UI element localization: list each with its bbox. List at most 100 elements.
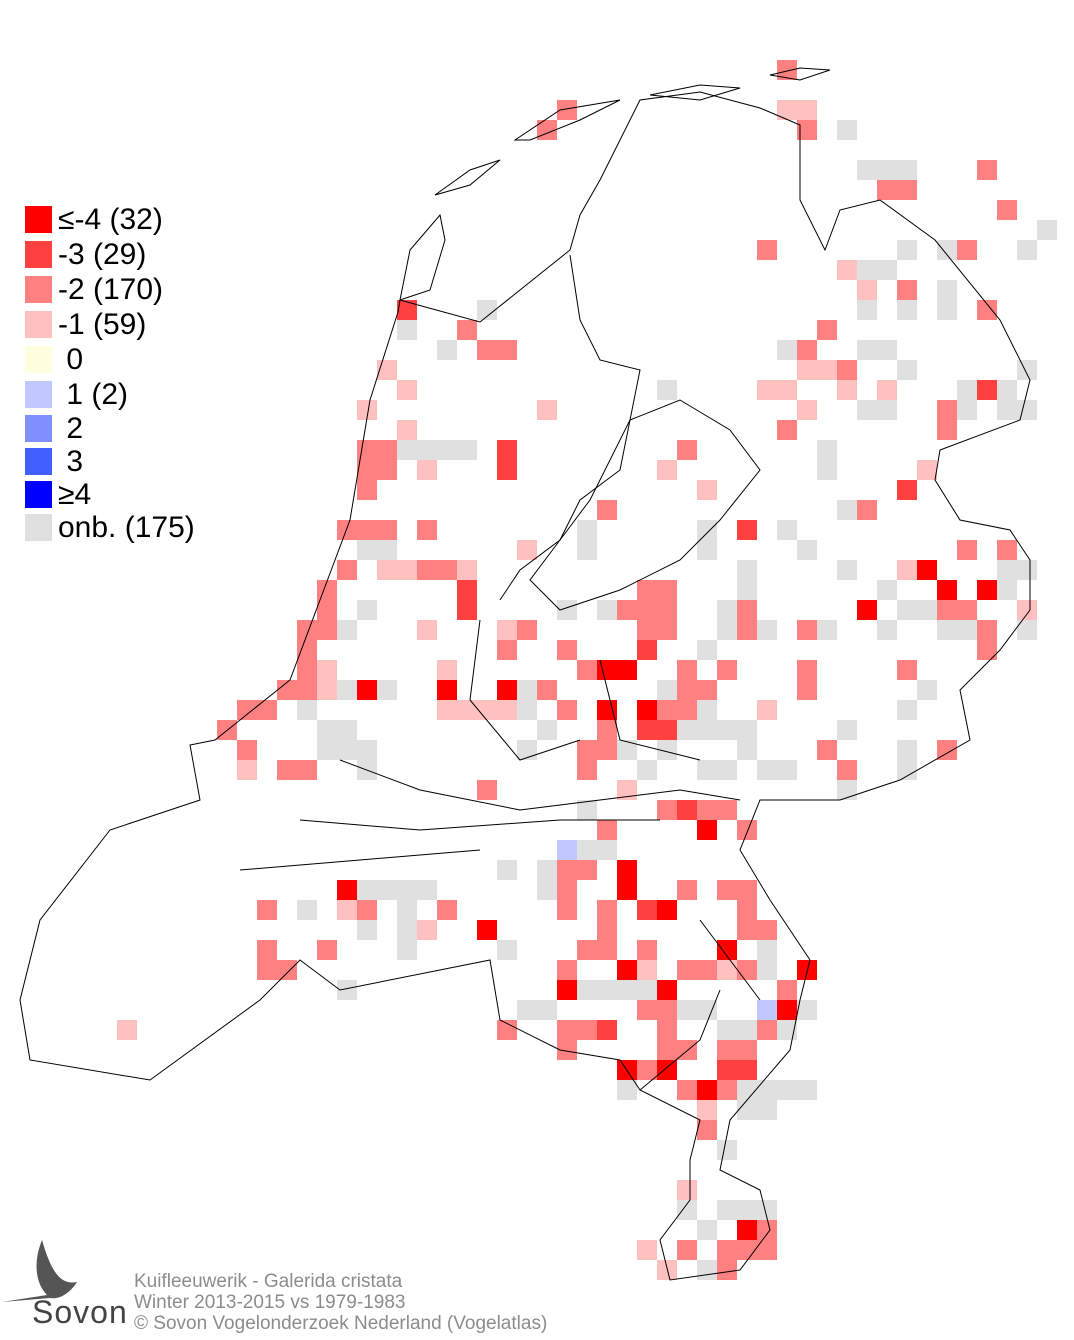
grid-cell xyxy=(977,300,997,320)
grid-cell xyxy=(777,420,797,440)
grid-cell xyxy=(577,520,597,540)
grid-cell xyxy=(517,700,537,720)
grid-cell xyxy=(837,380,857,400)
grid-cell xyxy=(757,960,777,980)
grid-cell xyxy=(777,760,797,780)
grid-cell xyxy=(717,1240,737,1260)
legend-swatch xyxy=(25,481,52,508)
grid-cell xyxy=(1017,620,1037,640)
grid-cell xyxy=(897,360,917,380)
grid-cell xyxy=(857,600,877,620)
grid-cell xyxy=(497,340,517,360)
flevoland-outline xyxy=(529,399,761,611)
grid-cell xyxy=(957,620,977,640)
grid-cell xyxy=(477,340,497,360)
grid-cell xyxy=(857,260,877,280)
grid-cell xyxy=(397,420,417,440)
grid-cell xyxy=(557,840,577,860)
grid-cell xyxy=(397,440,417,460)
legend-item-ge4: ≥4 xyxy=(25,478,195,511)
coastline-borders xyxy=(19,67,1031,1281)
map-caption: Kuifleeuwerik - Galerida cristata Winter… xyxy=(134,1271,547,1334)
grid-cell xyxy=(617,780,637,800)
grid-cell xyxy=(717,600,737,620)
grid-cell xyxy=(697,1000,717,1020)
grid-cell xyxy=(897,160,917,180)
grid-cell xyxy=(737,520,757,540)
grid-cell xyxy=(757,1000,777,1020)
schiermonnikoog-island xyxy=(769,67,831,81)
grid-cell xyxy=(677,960,697,980)
grid-cell xyxy=(1037,220,1057,240)
grid-cell xyxy=(317,720,337,740)
sovon-logo-text: Sovon xyxy=(32,1294,128,1330)
grid-cell xyxy=(557,860,577,880)
grid-cell xyxy=(337,680,357,700)
grid-cell xyxy=(737,1060,757,1080)
grid-cell xyxy=(617,1080,637,1100)
grid-cell xyxy=(697,640,717,660)
grid-cell xyxy=(717,1020,737,1040)
grid-cell xyxy=(877,380,897,400)
grid-cell xyxy=(257,940,277,960)
legend-item-1: 1 (2) xyxy=(25,377,195,412)
grid-cell xyxy=(697,1100,717,1120)
grid-cell xyxy=(577,800,597,820)
grid-cell xyxy=(657,720,677,740)
grid-cell xyxy=(577,980,597,1000)
grid-cell xyxy=(257,960,277,980)
grid-cell xyxy=(837,760,857,780)
grid-cell xyxy=(997,400,1017,420)
period-subtitle: Winter 2013-2015 vs 1979-1983 xyxy=(134,1292,406,1313)
grid-cell xyxy=(877,180,897,200)
grid-cell xyxy=(757,380,777,400)
grid-cell xyxy=(437,440,457,460)
grid-cell xyxy=(757,1100,777,1120)
legend-swatch xyxy=(25,206,52,233)
grid-cell xyxy=(357,460,377,480)
grid-cell xyxy=(957,600,977,620)
grid-cell xyxy=(557,100,577,120)
grid-cell xyxy=(437,900,457,920)
grid-cell xyxy=(557,700,577,720)
grid-cell xyxy=(617,740,637,760)
grid-cell xyxy=(537,720,557,740)
grid-cell xyxy=(577,940,597,960)
grid-cell xyxy=(897,760,917,780)
grid-cell xyxy=(797,1080,817,1100)
grid-cell xyxy=(317,580,337,600)
grid-cell xyxy=(637,1000,657,1020)
grid-cell xyxy=(977,620,997,640)
legend-swatch xyxy=(25,381,52,408)
grid-cell xyxy=(737,1080,757,1100)
grid-cell xyxy=(377,360,397,380)
grid-cell xyxy=(377,680,397,700)
grid-cell xyxy=(997,380,1017,400)
grid-cell xyxy=(577,840,597,860)
grid-cell xyxy=(577,540,597,560)
grid-cell xyxy=(757,920,777,940)
legend-swatch xyxy=(25,276,52,303)
grid-cell xyxy=(837,720,857,740)
grid-cell xyxy=(797,680,817,700)
grid-cell xyxy=(277,680,297,700)
grid-cell xyxy=(597,740,617,760)
swallow-logo-icon xyxy=(2,1240,77,1302)
grid-cell xyxy=(417,620,437,640)
grid-cell xyxy=(337,980,357,1000)
grid-cell xyxy=(697,680,717,700)
grid-cell xyxy=(357,520,377,540)
grid-cell xyxy=(577,660,597,680)
grid-cell xyxy=(797,340,817,360)
legend-item-3: 3 xyxy=(25,445,195,478)
grid-cell xyxy=(597,940,617,960)
grid-cell xyxy=(257,700,277,720)
grid-cell xyxy=(357,680,377,700)
grid-cell xyxy=(757,240,777,260)
grid-cell xyxy=(777,60,797,80)
grid-cell xyxy=(717,880,737,900)
grid-cell xyxy=(637,620,657,640)
grid-cell xyxy=(757,1020,777,1040)
